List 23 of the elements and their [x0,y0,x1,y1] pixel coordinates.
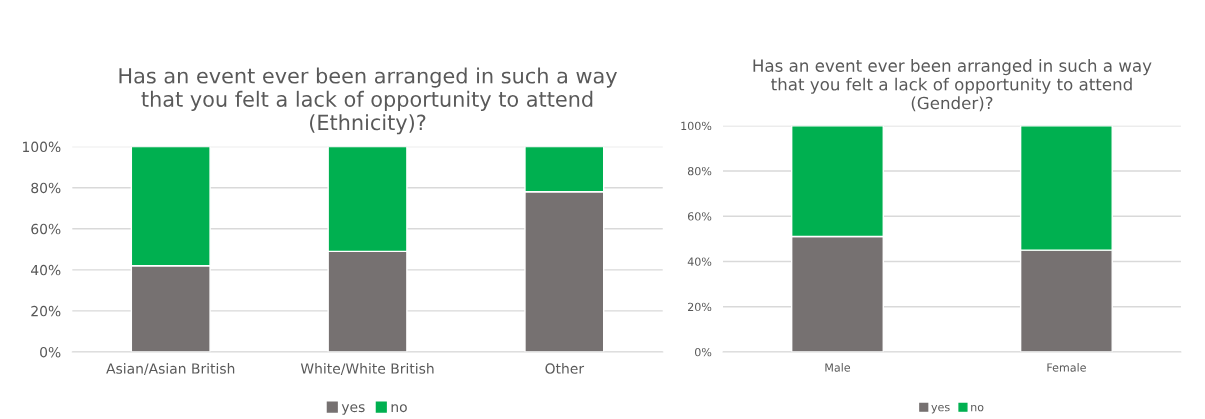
x-tick-label: Other [545,363,585,374]
y-tick-label: 20% [688,302,712,312]
y-tick-label: 80% [687,166,712,176]
chart-title: Has an event ever been arranged in such a way that you felt a lack of opportunity to attend (Ethnicity)? [119,67,617,135]
y-tick-label: 80% [31,182,61,194]
y-tick-label: 0% [694,347,712,357]
x-tick-label: White/White British [300,363,434,375]
legend-label: no [391,404,407,413]
x-tick-label: Female [1047,363,1086,372]
legend-label: yes [931,404,950,414]
y-tick-label: 60% [687,212,712,221]
x-tick-label: Asian/Asian British [106,363,235,375]
y-tick-label: 40% [31,264,61,276]
y-tick-label: 100% [23,141,61,153]
y-tick-label: 20% [31,305,61,317]
y-tick-label: 60% [31,223,61,235]
y-tick-label: 0% [40,346,61,358]
legend-label: yes [341,404,365,415]
x-tick-label: Male [825,363,851,372]
legend-label: no [971,404,984,412]
chart-title: Has an event ever been arranged in such a way that you felt a lack of opportunity to attend (Gender)? [753,59,1152,112]
y-tick-label: 100% [681,121,712,131]
y-tick-label: 40% [687,257,712,266]
